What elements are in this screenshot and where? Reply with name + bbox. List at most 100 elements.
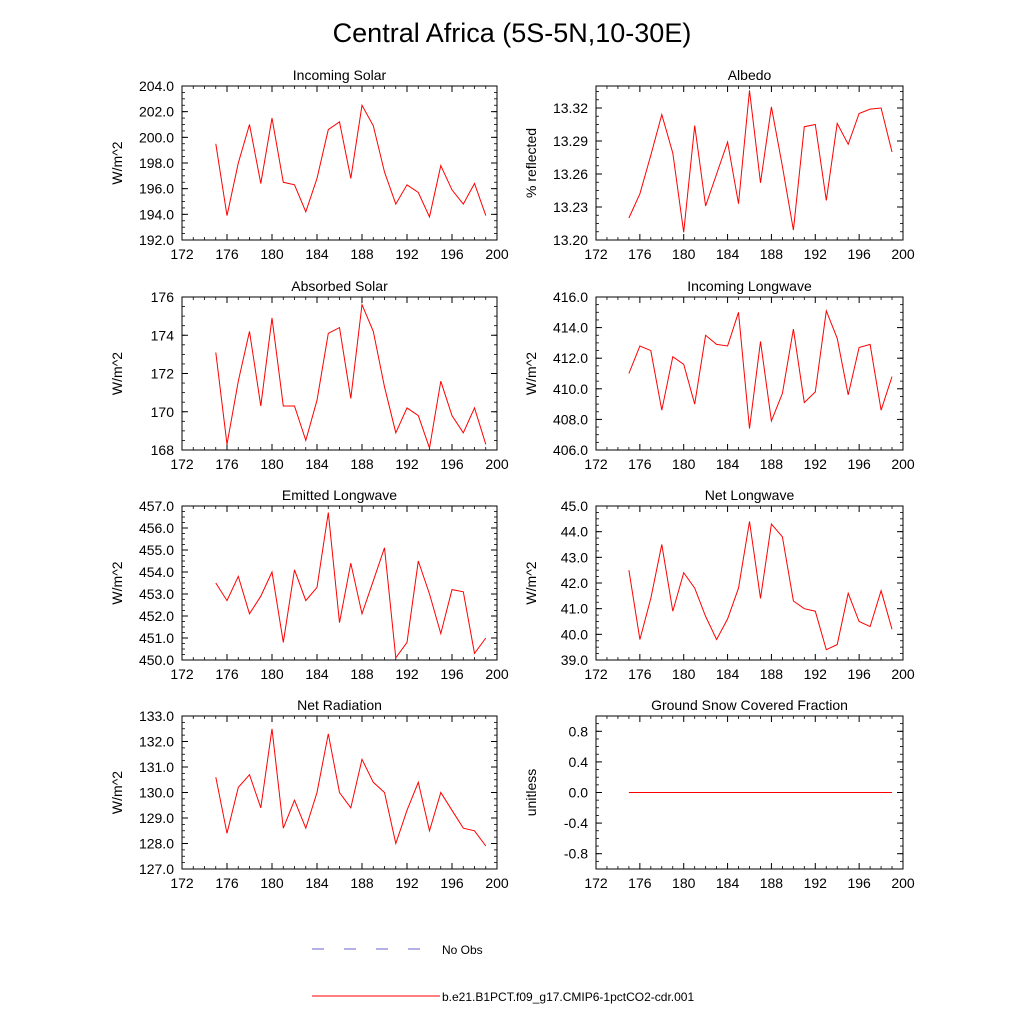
x-tick-label: 192 [395, 456, 419, 472]
y-tick-label: 128.0 [139, 836, 174, 852]
y-tick-label: 174 [151, 327, 175, 343]
x-tick-label: 200 [485, 666, 509, 682]
x-tick-label: 184 [716, 875, 740, 891]
x-tick-label: 184 [305, 875, 329, 891]
y-tick-label: 450.0 [139, 652, 174, 668]
y-tick-label: 454.0 [139, 564, 174, 580]
x-tick-label: 188 [760, 456, 784, 472]
y-tick-label: 414.0 [553, 320, 588, 336]
y-tick-label: 13.26 [553, 166, 588, 182]
y-tick-label: 42.0 [561, 575, 588, 591]
y-tick-label: 410.0 [553, 381, 588, 397]
y-tick-label: 13.32 [553, 100, 588, 116]
series-line [215, 302, 487, 449]
x-tick-label: 196 [440, 666, 464, 682]
legend-model-label: b.e21.B1PCT.f09_g17.CMIP6-1pctCO2-cdr.00… [442, 990, 694, 1004]
x-tick-label: 192 [395, 875, 419, 891]
y-tick-label: 406.0 [553, 442, 588, 458]
y-tick-label: 192.0 [139, 232, 174, 248]
y-axis-label: W/m^2 [523, 352, 539, 395]
panel-emitted-longwave: Emitted Longwave W/m^2 172 176 180 184 188 192 1… [109, 487, 509, 682]
x-tick-label: 200 [485, 246, 509, 262]
series-line [215, 103, 487, 219]
x-tick-label: 180 [260, 666, 284, 682]
x-tick-label: 176 [215, 456, 239, 472]
x-tick-label: 184 [716, 456, 740, 472]
panel-title: Net Longwave [705, 487, 795, 503]
x-tick-label: 200 [485, 456, 509, 472]
x-tick-label: 180 [672, 666, 696, 682]
panel-title: Albedo [728, 67, 772, 83]
y-tick-label: 194.0 [139, 206, 174, 222]
x-tick-label: 192 [804, 246, 828, 262]
plot-frame [181, 505, 498, 661]
y-tick-label: 43.0 [561, 549, 588, 565]
y-tick-label: 41.0 [561, 601, 588, 617]
x-tick-label: 200 [891, 456, 915, 472]
y-tick-label: 456.0 [139, 520, 174, 536]
x-tick-label: 200 [891, 875, 915, 891]
x-tick-label: 196 [847, 875, 871, 891]
y-tick-label: 202.0 [139, 104, 174, 120]
y-tick-label: 130.0 [139, 785, 174, 801]
y-tick-label: 0.8 [569, 723, 589, 739]
panel-title: Ground Snow Covered Fraction [651, 697, 848, 713]
x-tick-label: 184 [305, 246, 329, 262]
y-axis-label: W/m^2 [109, 141, 125, 184]
x-tick-label: 172 [170, 246, 194, 262]
x-tick-label: 176 [628, 666, 652, 682]
x-tick-label: 172 [170, 456, 194, 472]
x-tick-label: 172 [584, 456, 608, 472]
x-tick-label: 196 [440, 875, 464, 891]
panel-net-longwave: Net Longwave W/m^2 172 176 180 184 188 192 196 20… [523, 487, 915, 682]
panel-incoming-solar: Incoming Solar W/m^2 172 176 180 184 188 192 196… [109, 67, 509, 262]
x-tick-label: 188 [350, 456, 374, 472]
y-tick-label: 44.0 [561, 524, 588, 540]
series-line [628, 90, 893, 233]
y-tick-label: 412.0 [553, 350, 588, 366]
x-tick-label: 192 [804, 666, 828, 682]
x-tick-label: 188 [350, 875, 374, 891]
y-tick-label: 0.0 [569, 785, 589, 801]
x-tick-label: 188 [350, 666, 374, 682]
plot-frame [181, 85, 498, 241]
panel-ground-snow-covered-fraction: Ground Snow Covered Fraction unitless 172 1… [523, 697, 915, 891]
x-tick-label: 176 [215, 666, 239, 682]
y-tick-label: 40.0 [561, 626, 588, 642]
y-tick-label: 168 [151, 442, 175, 458]
y-tick-label: 408.0 [553, 411, 588, 427]
y-tick-label: 170 [151, 404, 175, 420]
x-tick-label: 180 [260, 456, 284, 472]
panel-incoming-longwave: Incoming Longwave W/m^2 172 176 180 184 188 192… [523, 278, 915, 472]
x-tick-label: 192 [395, 246, 419, 262]
x-tick-label: 196 [440, 456, 464, 472]
y-tick-label: 176 [151, 289, 175, 305]
y-tick-label: 13.29 [553, 133, 588, 149]
y-tick-label: 416.0 [553, 289, 588, 305]
x-tick-label: 172 [170, 666, 194, 682]
x-tick-label: 172 [584, 875, 608, 891]
x-tick-label: 192 [395, 666, 419, 682]
y-tick-label: 39.0 [561, 652, 588, 668]
y-tick-label: 132.0 [139, 734, 174, 750]
x-tick-label: 192 [804, 456, 828, 472]
panel-title: Incoming Longwave [687, 278, 812, 294]
x-tick-label: 180 [672, 246, 696, 262]
y-axis-label: W/m^2 [109, 561, 125, 604]
panel-net-radiation: Net Radiation W/m^2 172 176 180 184 188 192 196 2… [109, 697, 509, 891]
x-tick-label: 196 [847, 246, 871, 262]
series-line [215, 512, 487, 660]
plot-frame [595, 505, 904, 661]
panel-title: Net Radiation [297, 697, 382, 713]
x-tick-label: 196 [847, 666, 871, 682]
y-axis-label: unitless [523, 769, 539, 816]
x-tick-label: 184 [716, 246, 740, 262]
x-tick-label: 172 [170, 875, 194, 891]
x-tick-label: 196 [440, 246, 464, 262]
x-tick-label: 200 [485, 875, 509, 891]
y-tick-label: 198.0 [139, 155, 174, 171]
x-tick-label: 172 [584, 246, 608, 262]
y-tick-label: 453.0 [139, 586, 174, 602]
panel-absorbed-solar: Absorbed Solar W/m^2 172 176 180 184 188 192 196… [109, 278, 509, 472]
